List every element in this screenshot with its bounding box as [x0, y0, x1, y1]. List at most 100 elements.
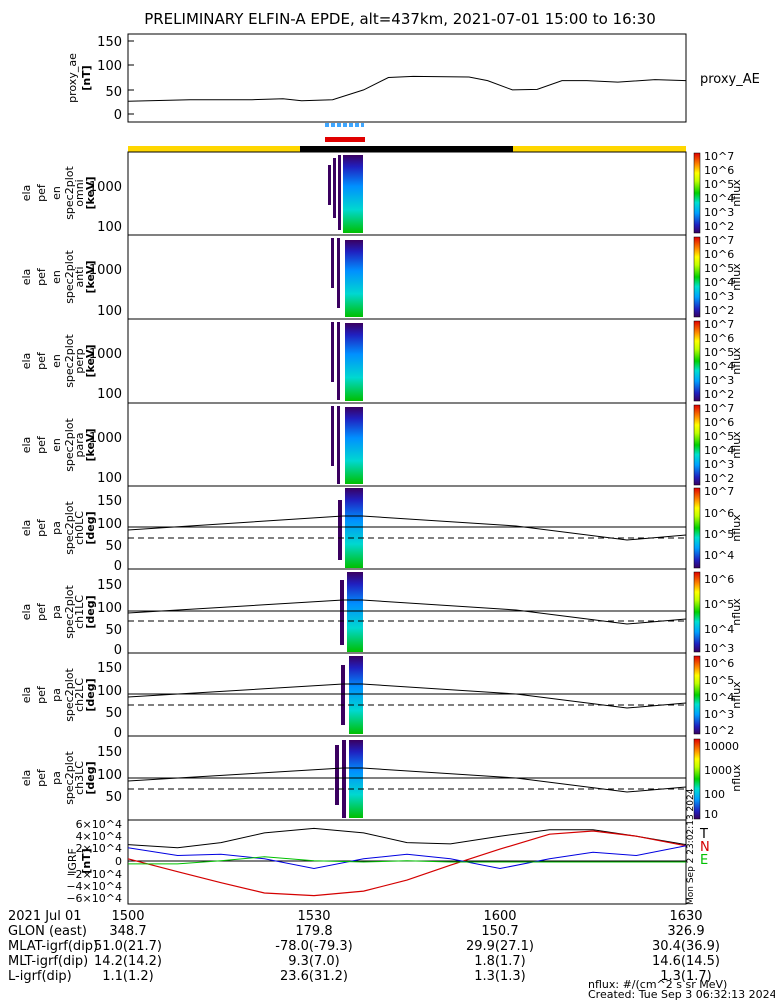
- para-ytick: 1000: [89, 431, 122, 446]
- omni-ylabel-5: omni: [73, 179, 86, 206]
- omni-ylabel-1: ela: [20, 185, 33, 202]
- igrf-ytick: −6×10^4: [66, 892, 122, 905]
- flux-speckle: [337, 238, 340, 308]
- para-ylabel-4: spec2plot: [63, 418, 76, 472]
- loss-cone-line: [127, 767, 687, 793]
- colorbars: nflux nflux nflux nflux nflux nflux nflu…: [693, 150, 743, 821]
- footer-row-label: L-igrf(dip): [8, 969, 72, 984]
- colorbar-tick: 10^6: [704, 164, 734, 177]
- colorbar-tick: 10^3: [704, 642, 734, 655]
- ch0-ylabel-6: [deg]: [84, 511, 97, 544]
- footer-cell: 1600: [483, 909, 516, 924]
- para-ylabel-2: pef: [35, 435, 48, 454]
- perp-ylabel-5: perp: [73, 348, 86, 373]
- flux-speckle: [340, 580, 344, 645]
- colorbar-ch2: [693, 655, 701, 735]
- flux-band: [347, 572, 363, 652]
- colorbar-tick: 10^5: [704, 528, 734, 541]
- colorbar-tick: 10^2: [704, 388, 734, 401]
- igrf-side-note: Mon Sep 2 23:02:13 2024: [686, 788, 696, 905]
- colorbar-para: [693, 404, 701, 486]
- flux-band: [349, 740, 363, 818]
- colorbar-tick: 10^2: [704, 472, 734, 485]
- ch2-ylabel-4: spec2plot: [63, 668, 76, 722]
- colorbar-ch0: [693, 487, 701, 569]
- colorbar-tick: 10^6: [704, 416, 734, 429]
- ch0-ylabel-2: pef: [35, 518, 48, 537]
- footer-row-label: MLT-igrf(dip): [8, 954, 88, 969]
- shadow-bar: [300, 146, 513, 152]
- ch1-ylabel-6: [deg]: [84, 595, 97, 628]
- flux-speckle: [335, 745, 339, 805]
- colorbar-ch2-label: nflux: [730, 681, 743, 709]
- sunlit-bar-right: [513, 146, 686, 152]
- igrf-ylabel-2: [nT]: [80, 848, 93, 873]
- ch2-ytick: 0: [114, 726, 122, 741]
- ch3-ytick: 100: [97, 768, 122, 783]
- colorbar-ch3: [693, 738, 701, 820]
- ch2-ylabel-3: pa: [50, 688, 63, 702]
- igrf-ytick: 6×10^4: [76, 818, 122, 831]
- colorbar-tick: 10^4: [704, 192, 734, 205]
- footer-cell: 29.9(27.1): [466, 939, 534, 954]
- omni-ytick: 100: [97, 220, 122, 235]
- ch3-ytick: 50: [105, 790, 122, 805]
- igrf-ytick: 2×10^4: [76, 842, 122, 855]
- flux-speckle: [341, 665, 345, 725]
- colorbar-tick: 1000: [704, 764, 732, 777]
- colorbar-tick: 10^5: [704, 674, 734, 687]
- ch3-ylabel-5: ch3LC: [73, 761, 86, 795]
- anti-ylabel-4: spec2plot: [63, 250, 76, 304]
- colorbar-tick: 10^6: [704, 507, 734, 520]
- energy-spectrogram-perp: ela pef en spec2plot perp [keV] 1000 100: [20, 322, 686, 404]
- perp-ylabel-3: en: [50, 354, 63, 368]
- colorbar-tick: 10^3: [704, 290, 734, 303]
- colorbar-tick: 10^4: [704, 276, 734, 289]
- para-ylabel-5: para: [73, 433, 86, 458]
- energy-spectrogram-para: ela pef en spec2plot para [keV] 1000 100: [20, 406, 686, 487]
- flux-speckle: [342, 740, 346, 818]
- colorbar-tick: 10^7: [704, 402, 734, 415]
- colorbar-tick: 10^5: [704, 262, 734, 275]
- colorbar-tick: 10^2: [704, 724, 734, 737]
- colorbar-ch1-label: nflux: [730, 598, 743, 626]
- igrf-legend-N: N: [700, 840, 710, 855]
- anti-ylabel-3: en: [50, 270, 63, 284]
- ch0-ytick: 100: [97, 517, 122, 532]
- igrf-line-N: [127, 830, 687, 897]
- footer-cell: 348.7: [109, 924, 146, 939]
- colorbar-tick: 10^5: [704, 598, 734, 611]
- omni-ylabel-4: spec2plot: [63, 166, 76, 220]
- flux-band: [345, 407, 363, 484]
- omni-ylabel-3: en: [50, 186, 63, 200]
- proxy-ae-ytick: 0: [114, 108, 122, 123]
- colorbar-ch0-label: nflux: [730, 514, 743, 542]
- flux-speckle: [331, 238, 334, 288]
- igrf-ytick: −4×10^4: [66, 880, 122, 893]
- igrf-panel: IGRF [nT] 6×10^4 4×10^4 2×10^4 0 −2×10^4…: [66, 788, 710, 905]
- igrf-line-T: [127, 827, 687, 849]
- colorbar-tick: 10^6: [704, 657, 734, 670]
- perp-ylabel-2: pef: [35, 351, 48, 370]
- ch0-ylabel-5: ch0LC: [73, 511, 86, 545]
- colorbar-tick: 100: [704, 788, 725, 801]
- igrf-ytick: 0: [115, 855, 122, 868]
- ch3-ylabel-4: spec2plot: [63, 751, 76, 805]
- footer-cell: 14.2(14.2): [94, 954, 162, 969]
- ch0-ylabel-4: spec2plot: [63, 501, 76, 555]
- ch1-ylabel-2: pef: [35, 602, 48, 621]
- para-ylabel-6: [keV]: [84, 428, 97, 461]
- para-ylabel-3: en: [50, 438, 63, 452]
- footer-cell: 1.8(1.7): [474, 954, 526, 969]
- proxy-ae-legend: proxy_AE: [700, 72, 760, 87]
- pitch-angle-ch0: ela pef pa spec2plot ch0LC [deg] 150 100…: [20, 488, 687, 574]
- proxy-ae-ytick: 50: [105, 85, 122, 100]
- footer-cell: -78.0(-79.3): [275, 939, 352, 954]
- ch2-ytick: 100: [97, 684, 122, 699]
- igrf-legend-E: E: [700, 853, 708, 868]
- ch2-ylabel-5: ch2LC: [73, 678, 86, 712]
- colorbar-tick: 10^3: [704, 458, 734, 471]
- colorbar-tick: 10^4: [704, 623, 734, 636]
- colorbar-tick: 10^5: [704, 346, 734, 359]
